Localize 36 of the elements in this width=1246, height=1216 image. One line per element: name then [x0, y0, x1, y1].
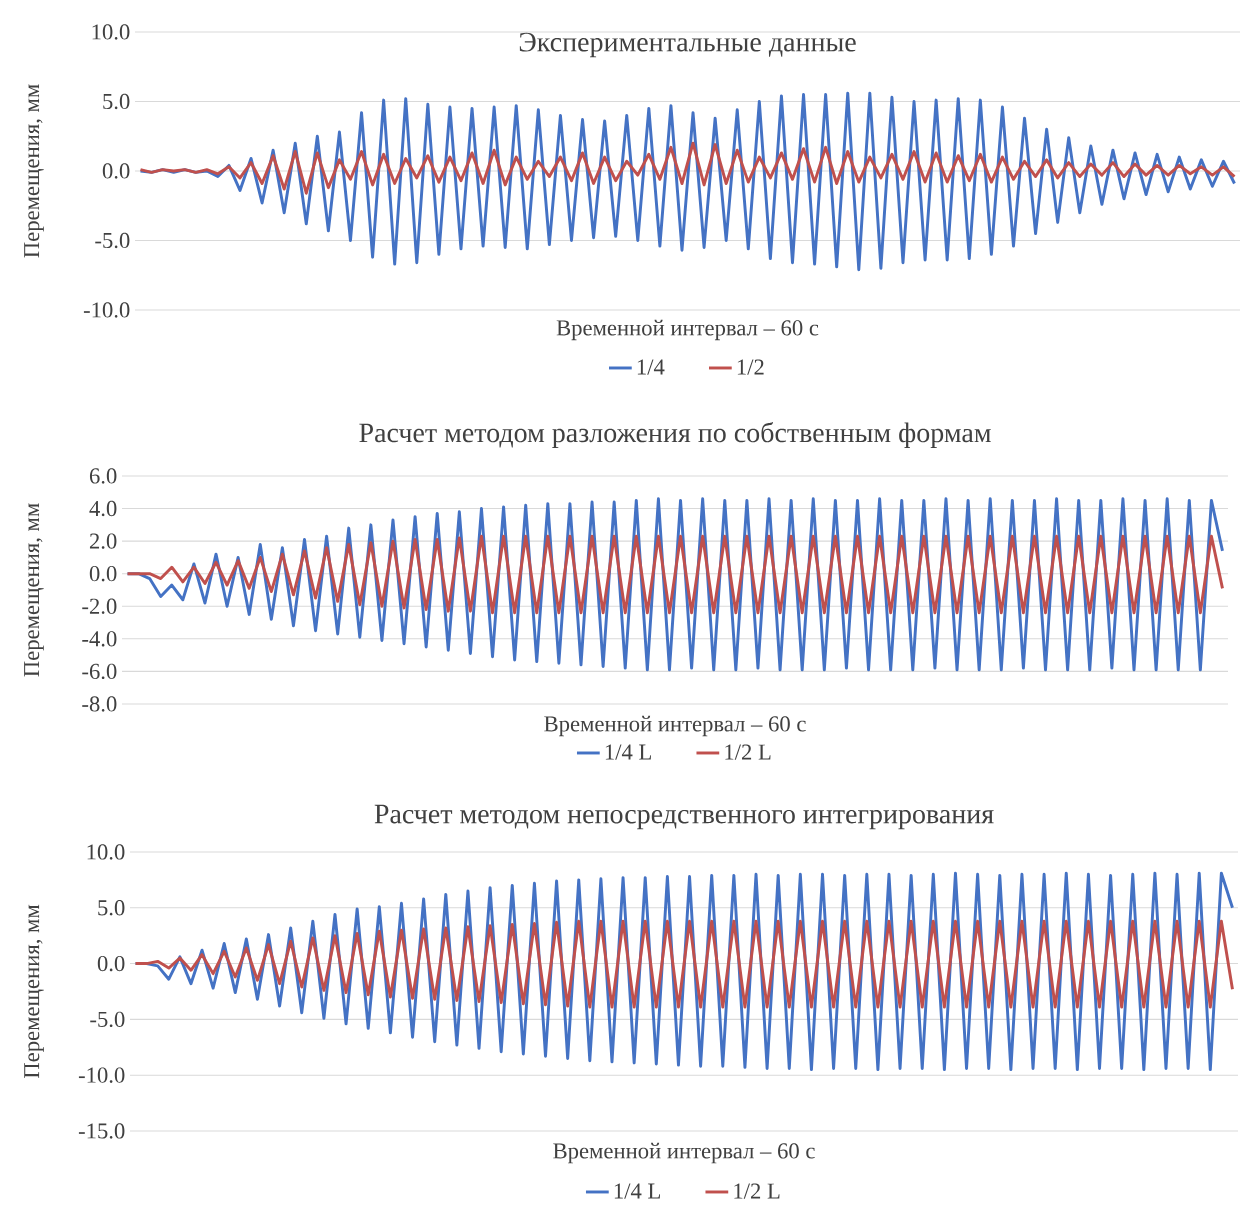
line-series — [134, 919, 1234, 1009]
legend-label: 1/2 L — [734, 1183, 780, 1199]
y-tick-label: 0.0 — [89, 565, 117, 582]
line-series — [139, 141, 1236, 195]
legend-label: 1/2 L — [725, 744, 771, 760]
y-tick-label: -6.0 — [82, 663, 117, 680]
y-tick-label: 5.0 — [98, 900, 125, 916]
y-tick-label: 10.0 — [92, 24, 130, 40]
y-tick-label: -4.0 — [82, 631, 117, 647]
y-axis-title: Перемещения, мм — [24, 503, 44, 677]
y-tick-label: 10.0 — [87, 844, 125, 860]
y-axis-title: Перемещения, мм — [24, 84, 44, 258]
chart-title: Экспериментальные данные — [519, 32, 856, 58]
y-tick-label: 2.0 — [89, 533, 117, 549]
y-tick-label: -5.0 — [90, 1011, 125, 1028]
y-tick-label: 6.0 — [89, 468, 117, 484]
legend-label: 1/2 — [737, 359, 764, 375]
y-tick-label: 5.0 — [103, 93, 130, 110]
x-axis-title: Временной интервал – 60 с — [556, 319, 819, 341]
y-tick-label: -10.0 — [78, 1067, 125, 1083]
x-axis-title: Временной интервал – 60 с — [544, 715, 806, 737]
y-tick-label: -5.0 — [95, 232, 130, 249]
y-tick-label: 4.0 — [89, 500, 117, 517]
y-axis-title: Перемещения, мм — [24, 904, 44, 1079]
y-tick-label: 0.0 — [102, 163, 130, 179]
y-tick-label: -2.0 — [82, 598, 117, 614]
y-tick-label: 0.0 — [97, 955, 125, 972]
legend-label: 1/4 L — [605, 744, 651, 760]
y-tick-label: -15.0 — [78, 1123, 125, 1139]
chart-title: Расчет методом разложения по собственным формам — [359, 421, 991, 448]
x-axis-title: Временной интервал – 60 с — [553, 1142, 815, 1164]
chart-title: Расчет методом непосредственного интегрирования — [374, 804, 994, 830]
legend-label: 1/4 — [637, 359, 665, 375]
legend-label: 1/4 L — [614, 1183, 660, 1199]
y-tick-label: -8.0 — [82, 696, 117, 712]
y-tick-label: -10.0 — [83, 302, 130, 318]
